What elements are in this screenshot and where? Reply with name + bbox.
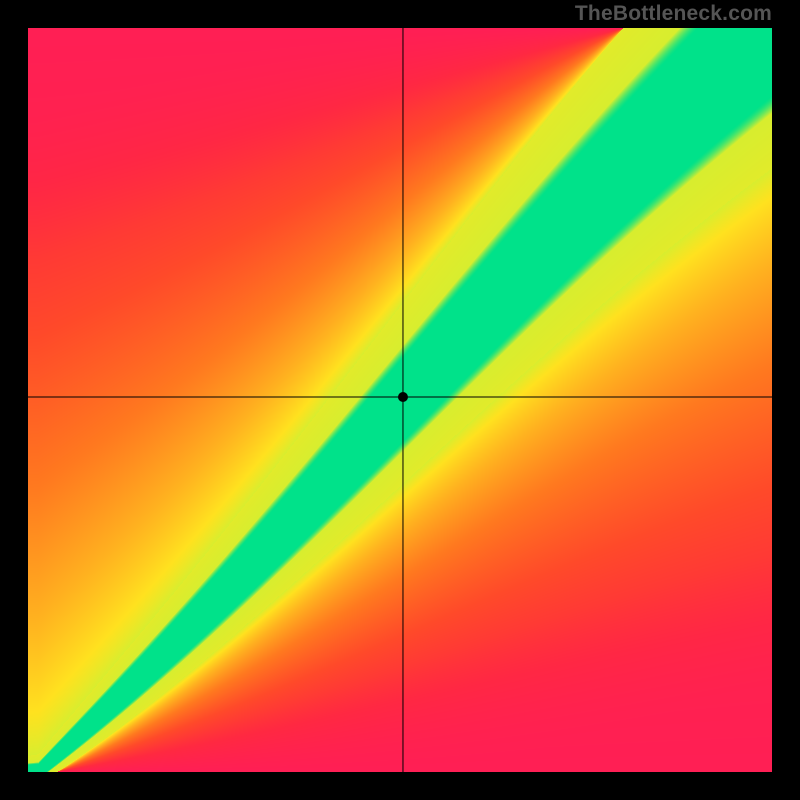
plot-area	[28, 28, 772, 772]
heatmap-canvas	[28, 28, 772, 772]
chart-frame: TheBottleneck.com	[0, 0, 800, 800]
watermark-text: TheBottleneck.com	[575, 2, 772, 26]
